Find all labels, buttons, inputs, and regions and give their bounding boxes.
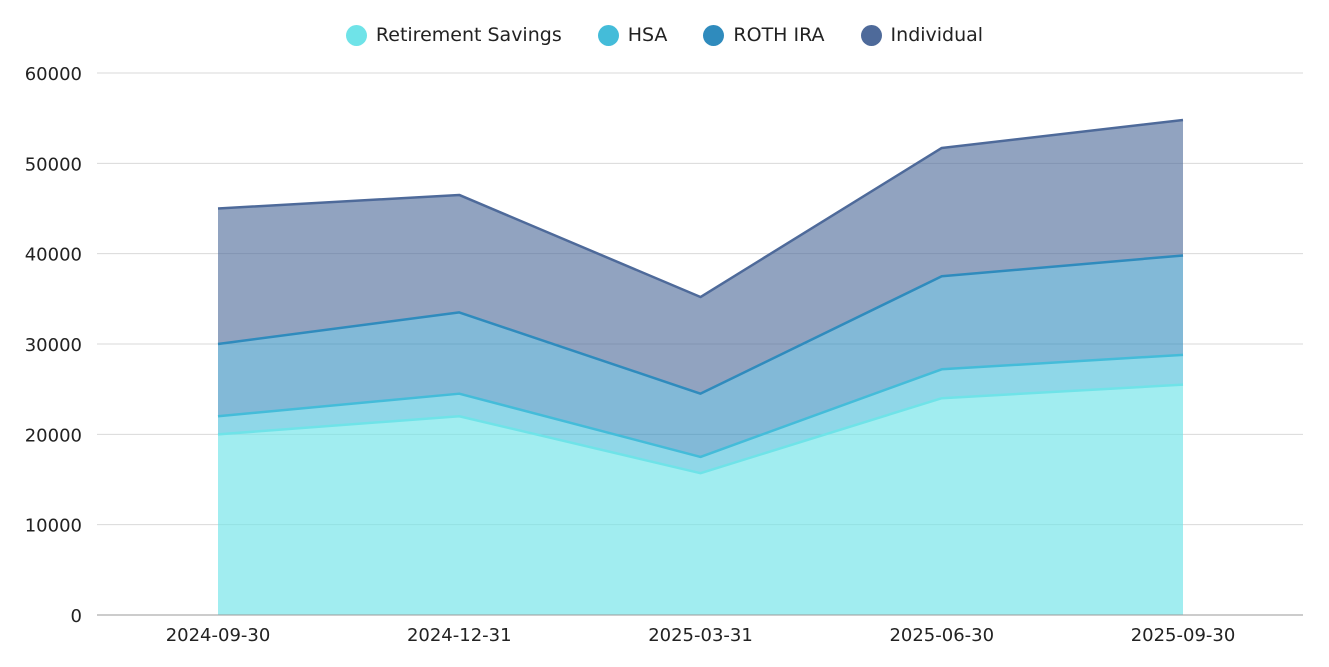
legend-swatch [703,24,725,46]
y-tick-label: 60000 [25,64,82,85]
legend-label: ROTH IRA [733,24,825,46]
legend-swatch [860,24,882,46]
area-individual [218,119,1183,394]
y-tick-label: 50000 [25,154,82,175]
line-individual [217,118,1184,299]
chart-legend: Retirement Savings HSA ROTH IRA Individual [0,20,1329,50]
y-tick-label: 0 [71,606,82,627]
area-hsa [218,354,1183,474]
y-tick-label: 10000 [25,516,82,537]
y-tick-label: 20000 [25,425,82,446]
x-tick-label: 2025-06-30 [889,625,994,646]
x-tick-label: 2025-09-30 [1131,625,1236,646]
area-retirement-savings [218,384,1183,615]
legend-label: Individual [890,24,984,46]
legend-item-roth-ira[interactable]: ROTH IRA [703,24,825,46]
legend-item-hsa[interactable]: HSA [597,24,668,46]
legend-swatch [345,24,367,46]
x-tick-label: 2025-03-31 [648,625,753,646]
y-axis: 0 10000 20000 30000 40000 50000 60000 [25,64,82,627]
y-tick-label: 30000 [25,335,82,356]
y-tick-label: 40000 [25,245,82,266]
x-axis: 2024-09-30 2024-12-31 2025-03-31 2025-06-30… [97,614,1303,646]
area-roth-ira [218,255,1183,457]
series-lines [217,118,1184,475]
line-roth-ira [217,254,1184,395]
legend-swatch [597,24,619,46]
legend-label: Retirement Savings [375,24,562,46]
legend-item-individual[interactable]: Individual [860,24,984,46]
x-tick-label: 2024-09-30 [166,625,271,646]
x-tick-label: 2024-12-31 [407,625,512,646]
legend-item-retirement-savings[interactable]: Retirement Savings [345,24,562,46]
series-areas [218,119,1183,615]
line-retirement-savings [217,383,1184,475]
line-hsa [217,353,1184,459]
legend-label: HSA [627,24,668,46]
